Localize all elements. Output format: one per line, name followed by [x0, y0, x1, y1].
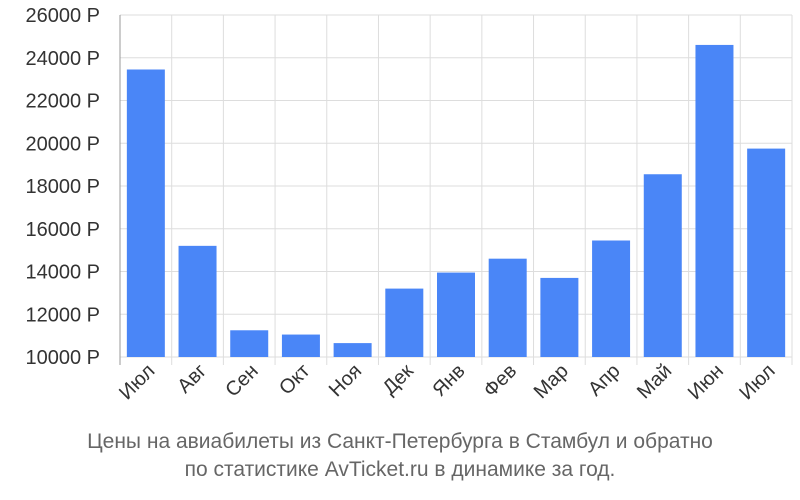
- y-tick-label: 10000 Р: [25, 347, 100, 369]
- x-tick-label: Авг: [173, 360, 211, 398]
- x-tick-label: Окт: [275, 360, 314, 399]
- y-tick-label: 12000 Р: [25, 304, 100, 326]
- y-tick-label: 24000 Р: [25, 48, 100, 70]
- bar-11: [643, 174, 682, 357]
- y-tick-label: 16000 Р: [25, 219, 100, 241]
- chart-caption: Цены на авиабилеты из Санкт-Петербурга в…: [0, 428, 800, 484]
- bar-8: [488, 258, 527, 357]
- y-tick-label: 26000 Р: [25, 5, 100, 27]
- x-tick-label: Май: [633, 360, 676, 403]
- bar-13: [747, 148, 786, 357]
- x-tick-label: Фев: [480, 360, 522, 402]
- x-tick-label: Янв: [428, 360, 469, 401]
- x-tick-label: Июл: [735, 360, 779, 404]
- y-tick-label: 20000 Р: [25, 133, 100, 155]
- bar-7: [437, 272, 475, 357]
- y-tick-label: 22000 Р: [25, 91, 100, 113]
- x-tick-label: Дек: [379, 360, 418, 399]
- y-tick-label: 14000 Р: [25, 262, 100, 284]
- bar-12: [695, 44, 734, 358]
- x-tick-label: Июл: [115, 360, 159, 404]
- caption-line-1: Цены на авиабилеты из Санкт-Петербурга в…: [87, 430, 713, 453]
- bar-2: [178, 245, 217, 357]
- bar-3: [230, 330, 269, 357]
- bar-4: [281, 334, 320, 357]
- grid-lines: [120, 14, 793, 365]
- y-tick-label: 18000 Р: [25, 176, 100, 198]
- x-axis-tick-labels: Июл Авг Сен Окт Ноя Дек Янв Фев Мар Апр Май Июн Июл: [115, 360, 780, 404]
- x-tick-label: Июн: [684, 360, 728, 404]
- y-axis-tick-labels: 10000 Р 12000 Р 14000 Р 16000 Р 18000 Р 20000…: [25, 5, 100, 369]
- x-tick-label: Сен: [221, 360, 262, 401]
- bar-6: [385, 288, 424, 357]
- bar-5: [333, 343, 372, 357]
- bars-group: [126, 44, 786, 358]
- bar-1: [126, 69, 165, 357]
- x-tick-label: Мар: [530, 360, 573, 403]
- caption-line-2: по статистике AvTicket.ru в динамике за …: [184, 458, 616, 481]
- bar-9: [540, 277, 579, 357]
- x-tick-label: Ноя: [325, 360, 366, 401]
- x-tick-label: Апр: [584, 360, 625, 401]
- bar-10: [592, 240, 631, 357]
